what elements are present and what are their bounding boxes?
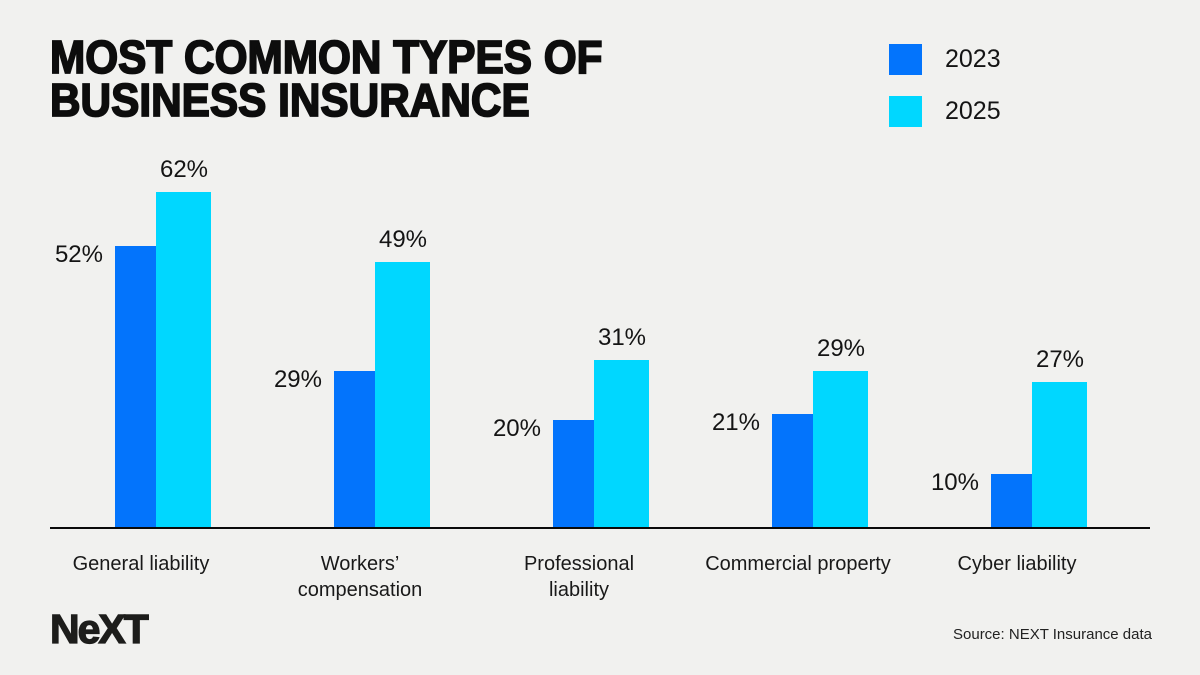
value-label-2023-workers-compensation: 29% xyxy=(273,366,322,393)
value-label-2023-commercial-property: 21% xyxy=(711,409,760,436)
bar-2025-professional-liability xyxy=(594,360,649,528)
legend: 2023 2025 xyxy=(889,44,1001,148)
category-label-commercial-property: Commercial property xyxy=(705,553,891,575)
next-logo: NeXT xyxy=(49,605,149,652)
value-label-2023-professional-liability: 20% xyxy=(492,415,541,442)
source-text: Source: NEXT Insurance data xyxy=(953,626,1152,643)
value-label-2023-cyber-liability: 10% xyxy=(930,469,979,496)
bar-2025-cyber-liability xyxy=(1032,382,1087,528)
legend-swatch-2023 xyxy=(889,44,922,75)
legend-item-2023: 2023 xyxy=(889,44,1001,75)
bar-2023-professional-liability xyxy=(553,420,594,528)
value-label-2025-general-liability: 62% xyxy=(159,156,209,183)
title-line-2: BUSINESS INSURANCE xyxy=(49,74,530,126)
bar-2025-workers-compensation xyxy=(375,262,430,528)
chart-title: MOST COMMON TYPES OF BUSINESS INSURANCE xyxy=(49,31,603,126)
value-label-2023-general-liability: 52% xyxy=(54,241,103,268)
title-line-1: MOST COMMON TYPES OF xyxy=(49,31,603,83)
legend-label-2023: 2023 xyxy=(945,45,1001,73)
legend-item-2025: 2025 xyxy=(889,96,1001,127)
bar-2023-cyber-liability xyxy=(991,474,1032,528)
value-label-2025-commercial-property: 29% xyxy=(816,335,866,362)
bar-2023-general-liability xyxy=(115,246,156,528)
category-label-professional-liability: Professional liability xyxy=(523,553,635,601)
legend-label-2025: 2025 xyxy=(945,97,1001,125)
category-label-cyber-liability: Cyber liability xyxy=(957,553,1077,575)
value-label-2025-professional-liability: 31% xyxy=(597,324,647,351)
bar-2023-commercial-property xyxy=(772,414,813,528)
x-axis-line xyxy=(50,527,1150,529)
value-label-2025-workers-compensation: 49% xyxy=(378,226,428,253)
value-label-2025-cyber-liability: 27% xyxy=(1035,346,1085,373)
bar-2023-workers-compensation xyxy=(334,371,375,528)
category-label-workers-compensation: Workers’ compensation xyxy=(297,553,423,601)
legend-swatch-2025 xyxy=(889,96,922,127)
bar-2025-general-liability xyxy=(156,192,211,528)
bar-2025-commercial-property xyxy=(813,371,868,528)
category-label-general-liability: General liability xyxy=(72,553,210,575)
